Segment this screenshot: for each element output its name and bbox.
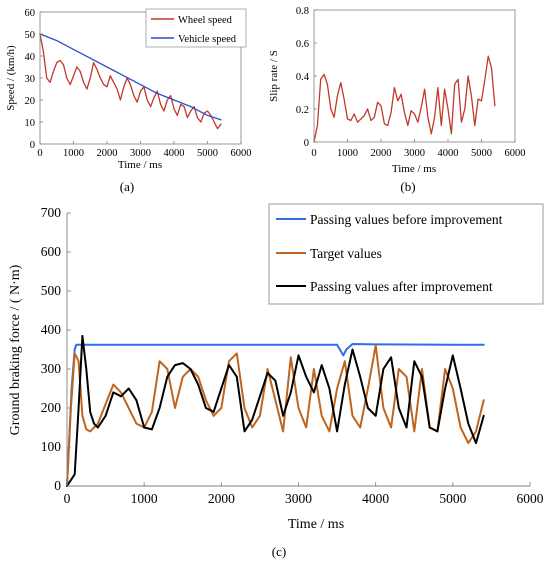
series-layer <box>66 334 485 487</box>
chart-c: 0 1000 2000 3000 4000 5000 6000 0 100 200 300 400 50… <box>8 203 544 559</box>
series-line-passing-values-before-improvement <box>66 343 485 487</box>
caption-b: (b) <box>400 179 415 194</box>
y-tick-label: 0.4 <box>296 72 310 83</box>
y-tick-label: 0 <box>304 138 309 149</box>
legend-label-target: Target values <box>310 246 382 261</box>
caption-a: (a) <box>120 179 134 194</box>
legend-label-vehicle-speed: Vehicle speed <box>178 34 237 45</box>
x-tick-label: 0 <box>311 148 316 159</box>
legend-box <box>145 8 247 48</box>
legend-box <box>268 203 544 305</box>
legend: Passing values before improvement Target… <box>268 203 544 305</box>
x-tick-label: 4000 <box>164 148 185 159</box>
y-tick-label: 700 <box>41 205 62 220</box>
x-axis-label: Time / ms <box>392 163 436 175</box>
x-tick-label: 2000 <box>208 491 235 506</box>
y-tick-label: 60 <box>25 8 36 19</box>
x-tick-label: 2000 <box>371 148 392 159</box>
y-tick-label: 10 <box>25 118 36 129</box>
x-tick-label: 5000 <box>439 491 466 506</box>
y-tick-label: 0 <box>54 478 61 493</box>
y-tick-label: 40 <box>25 52 36 63</box>
x-tick-label: 0 <box>64 491 71 506</box>
x-tick-label: 2000 <box>97 148 118 159</box>
x-tick-label: 5000 <box>197 148 218 159</box>
x-tick-label: 1000 <box>131 491 158 506</box>
series-line-passing-values-after-improvement <box>66 334 485 487</box>
caption-c: (c) <box>272 544 286 559</box>
chart-b: 0 1000 2000 3000 4000 5000 6000 0 0.2 0.4 0.6 0.8 T… <box>268 6 526 194</box>
x-tick-label: 3000 <box>404 148 425 159</box>
x-tick-label: 6000 <box>517 491 544 506</box>
y-tick-label: 100 <box>41 439 62 454</box>
x-tick-label: 4000 <box>438 148 459 159</box>
legend: Wheel speed Vehicle speed <box>145 8 247 48</box>
y-tick-label: 0.6 <box>296 39 309 50</box>
ticks-layer: 0 1000 2000 3000 4000 5000 6000 0 0.2 0.4 0.6 0.8 <box>296 6 526 159</box>
x-axis-label: Time / ms <box>118 159 162 171</box>
legend-label-wheel-speed: Wheel speed <box>178 15 233 26</box>
x-tick-label: 6000 <box>231 148 252 159</box>
x-tick-label: 3000 <box>285 491 312 506</box>
y-tick-label: 50 <box>25 30 36 41</box>
x-tick-label: 3000 <box>130 148 151 159</box>
ticks-layer: 0 1000 2000 3000 4000 5000 6000 0 100 200 300 400 50… <box>41 205 544 506</box>
y-tick-label: 400 <box>41 322 62 337</box>
series-line-target-values <box>66 344 485 487</box>
chart-a: 0 1000 2000 3000 4000 5000 6000 0 10 20 30 40 50 60 T… <box>5 8 252 194</box>
legend-label-after: Passing values after improvement <box>310 279 493 294</box>
y-tick-label: 500 <box>41 283 62 298</box>
y-tick-label: 300 <box>41 361 62 376</box>
y-tick-label: 0.2 <box>296 105 309 116</box>
y-tick-label: 0 <box>30 140 35 151</box>
y-tick-label: 0.8 <box>296 6 309 17</box>
y-axis-label: Speed / (km/h) <box>5 45 17 111</box>
x-tick-label: 5000 <box>471 148 492 159</box>
x-axis-label: Time / ms <box>288 517 344 532</box>
y-tick-label: 30 <box>25 74 36 85</box>
y-axis-label: Ground braking force / ( N·m) <box>8 264 23 435</box>
legend-label-before: Passing values before improvement <box>310 212 503 227</box>
x-tick-label: 4000 <box>362 491 389 506</box>
x-tick-label: 1000 <box>337 148 358 159</box>
y-tick-label: 20 <box>25 96 36 107</box>
x-tick-label: 1000 <box>63 148 84 159</box>
series-layer <box>313 55 496 143</box>
y-tick-label: 200 <box>41 400 62 415</box>
series-line-vehicle-speed <box>39 33 222 121</box>
x-tick-label: 6000 <box>505 148 526 159</box>
ticks-layer: 0 1000 2000 3000 4000 5000 6000 0 10 20 30 40 50 60 <box>25 8 252 159</box>
series-line-series-0 <box>313 55 496 143</box>
series-line-wheel-speed <box>39 33 222 130</box>
x-tick-label: 0 <box>37 148 42 159</box>
series-layer <box>39 33 222 130</box>
y-axis-label: Slip rate / S <box>268 50 280 102</box>
y-tick-label: 600 <box>41 244 62 259</box>
